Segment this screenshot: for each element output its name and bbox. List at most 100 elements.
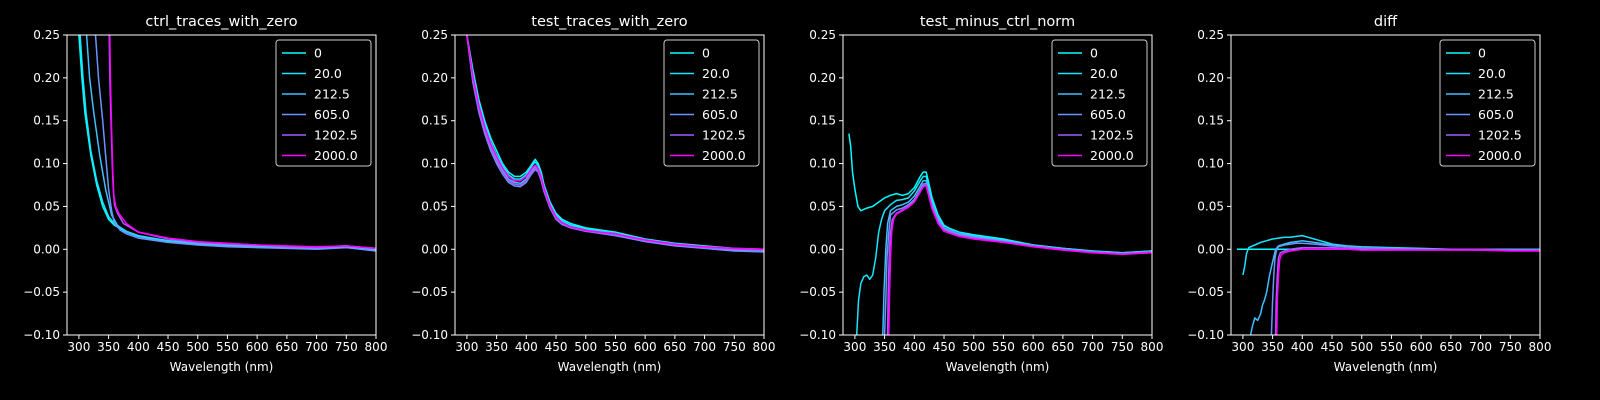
- x-tick-label: 450: [157, 340, 180, 354]
- y-tick-label: 0.00: [33, 242, 60, 256]
- chart-title: test_minus_ctrl_norm: [920, 14, 1075, 30]
- x-tick-label: 750: [1499, 340, 1522, 354]
- x-tick-label: 750: [335, 340, 358, 354]
- x-tick-label: 550: [992, 340, 1015, 354]
- y-tick-label: 0.25: [33, 28, 60, 42]
- legend-entry-label: 1202.5: [314, 128, 358, 143]
- x-tick-label: 500: [962, 340, 985, 354]
- series-line-4: [94, 35, 376, 252]
- axes-frame: [1230, 34, 1541, 336]
- y-tick-label: −0.10: [1187, 328, 1224, 342]
- legend-entry-label: 605.0: [1090, 107, 1126, 122]
- x-tick-label: 450: [933, 340, 956, 354]
- chart-title: test_traces_with_zero: [531, 14, 688, 30]
- legend-entry-label: 2000.0: [314, 148, 358, 163]
- y-tick-label: 0.20: [1197, 71, 1224, 85]
- y-tick-label: 0.10: [33, 157, 60, 171]
- y-tick-label: 0.00: [809, 242, 836, 256]
- x-tick-label: 500: [1350, 340, 1373, 354]
- x-tick-label: 350: [485, 340, 508, 354]
- legend-entry-label: 0: [1090, 46, 1098, 61]
- y-tick-label: 0.20: [421, 71, 448, 85]
- x-tick-label: 600: [1022, 340, 1045, 354]
- x-tick-label: 700: [305, 340, 328, 354]
- legend-entry-label: 212.5: [1478, 87, 1514, 102]
- series-line-3: [85, 35, 376, 251]
- x-tick-label: 650: [275, 340, 298, 354]
- legend: 0 20.0 212.5 605.0 1202.5 2000.0: [1439, 39, 1536, 167]
- y-tick-label: 0.20: [809, 71, 836, 85]
- y-tick-label: −0.10: [411, 328, 448, 342]
- x-axis-label: Wavelength (nm): [558, 360, 662, 374]
- x-tick-label: 750: [1111, 340, 1134, 354]
- x-tick-label: 450: [545, 340, 568, 354]
- x-tick-label: 650: [1439, 340, 1462, 354]
- chart-title: ctrl_traces_with_zero: [145, 14, 297, 30]
- series-line-5: [466, 35, 764, 251]
- x-tick-label: 400: [127, 340, 150, 354]
- y-tick-label: 0.15: [33, 114, 60, 128]
- x-tick-label: 650: [1051, 340, 1074, 354]
- series-lines: [848, 133, 1152, 335]
- x-tick-label: 800: [753, 340, 776, 354]
- x-tick-label: 350: [1261, 340, 1284, 354]
- series-line-1: [466, 35, 764, 251]
- legend-entry-label: 20.0: [1090, 66, 1118, 81]
- series-line-6: [888, 185, 1152, 335]
- chart-title: diff: [1374, 14, 1398, 30]
- x-tick-label: 800: [1529, 340, 1552, 354]
- x-tick-label: 350: [873, 340, 896, 354]
- series-line-4: [466, 35, 764, 253]
- x-tick-label: 300: [1231, 340, 1254, 354]
- x-tick-label: 400: [515, 340, 538, 354]
- y-tick-label: 0.00: [421, 242, 448, 256]
- x-tick-label: 500: [574, 340, 597, 354]
- y-tick-label: 0.05: [421, 199, 448, 213]
- series-line-6: [1276, 248, 1540, 335]
- y-tick-label: 0.10: [809, 157, 836, 171]
- x-tick-label: 700: [1081, 340, 1104, 354]
- y-tick-label: −0.05: [23, 285, 60, 299]
- legend-entry-label: 605.0: [314, 107, 350, 122]
- legend-entry-label: 0: [1478, 46, 1486, 61]
- x-tick-label: 350: [97, 340, 120, 354]
- y-tick-label: 0.25: [1197, 28, 1224, 42]
- legend-entry-label: 1202.5: [1478, 128, 1522, 143]
- x-tick-label: 600: [1410, 340, 1433, 354]
- x-tick-label: 550: [1380, 340, 1403, 354]
- series-line-1: [848, 133, 1152, 254]
- y-tick-label: −0.10: [799, 328, 836, 342]
- x-tick-label: 700: [693, 340, 716, 354]
- series-line-2: [1242, 234, 1540, 276]
- y-tick-label: 0.10: [421, 157, 448, 171]
- legend-entry-label: 2000.0: [1478, 148, 1522, 163]
- legend-entry-label: 20.0: [702, 66, 730, 81]
- y-tick-label: 0.15: [421, 114, 448, 128]
- axes-frame: [842, 34, 1153, 336]
- x-tick-label: 750: [723, 340, 746, 354]
- y-tick-label: −0.05: [411, 285, 448, 299]
- legend-entry-label: 2000.0: [1090, 148, 1134, 163]
- series-line-5: [1274, 246, 1540, 335]
- y-tick-label: −0.10: [23, 328, 60, 342]
- legend-entry-label: 2000.0: [702, 148, 746, 163]
- series-lines: [466, 35, 764, 253]
- x-tick-label: 400: [1291, 340, 1314, 354]
- axes-frame: [454, 34, 765, 336]
- x-tick-label: 800: [365, 340, 388, 354]
- x-tick-label: 650: [663, 340, 686, 354]
- x-tick-label: 400: [903, 340, 926, 354]
- x-tick-label: 800: [1141, 340, 1164, 354]
- legend-entry-label: 1202.5: [702, 128, 746, 143]
- legend-entry-label: 605.0: [702, 107, 738, 122]
- y-tick-label: −0.05: [799, 285, 836, 299]
- series-line-6: [109, 35, 376, 250]
- legend-entry-label: 20.0: [314, 66, 342, 81]
- y-tick-label: 0.20: [33, 71, 60, 85]
- y-tick-label: 0.15: [1197, 114, 1224, 128]
- chart-panel-1: 300 350 400 450 500 550 600 650 700 750 800 −0.10 −0…: [23, 14, 387, 374]
- series-lines: [78, 35, 376, 252]
- x-tick-label: 600: [634, 340, 657, 354]
- y-tick-label: 0.25: [421, 28, 448, 42]
